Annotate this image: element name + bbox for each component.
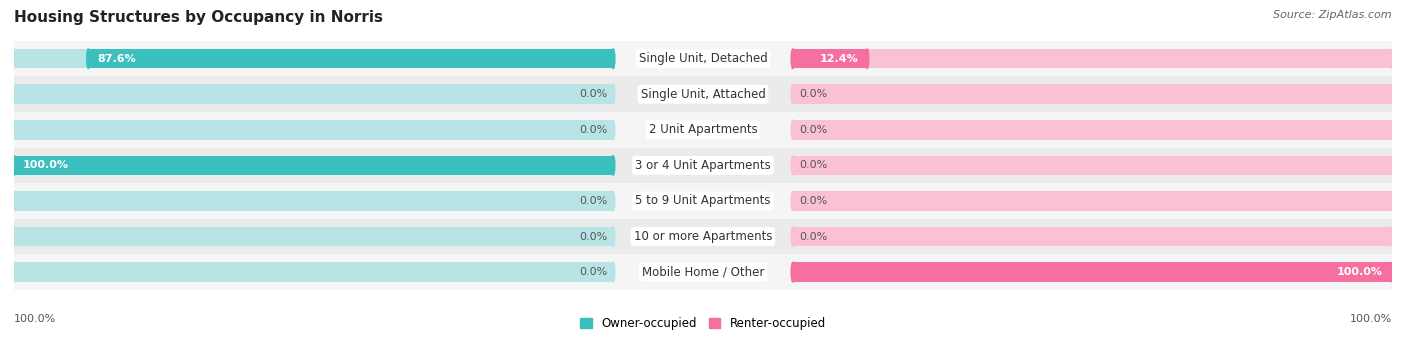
- Bar: [14, 112, 1392, 148]
- Bar: [14, 219, 1392, 254]
- Circle shape: [1391, 262, 1393, 282]
- Text: 0.0%: 0.0%: [799, 89, 827, 99]
- Bar: [793, 155, 1392, 175]
- Text: 0.0%: 0.0%: [579, 267, 607, 277]
- Bar: [793, 49, 868, 69]
- Text: 0.0%: 0.0%: [799, 125, 827, 135]
- Text: Housing Structures by Occupancy in Norris: Housing Structures by Occupancy in Norri…: [14, 10, 382, 25]
- Circle shape: [13, 85, 15, 104]
- Bar: [14, 148, 1392, 183]
- Circle shape: [612, 49, 614, 69]
- Bar: [793, 49, 1392, 69]
- Circle shape: [13, 191, 15, 211]
- Circle shape: [13, 49, 15, 69]
- Bar: [14, 227, 613, 246]
- Circle shape: [612, 191, 614, 211]
- Circle shape: [1391, 191, 1393, 211]
- Text: 10 or more Apartments: 10 or more Apartments: [634, 230, 772, 243]
- Text: Single Unit, Detached: Single Unit, Detached: [638, 52, 768, 65]
- Circle shape: [792, 155, 794, 175]
- Circle shape: [612, 155, 614, 175]
- Bar: [14, 155, 613, 175]
- Circle shape: [13, 262, 15, 282]
- Circle shape: [792, 262, 794, 282]
- Bar: [793, 85, 1392, 104]
- Text: 100.0%: 100.0%: [22, 160, 69, 170]
- Circle shape: [1391, 227, 1393, 246]
- Circle shape: [13, 155, 15, 175]
- Text: Mobile Home / Other: Mobile Home / Other: [641, 266, 765, 279]
- Bar: [14, 191, 613, 211]
- Circle shape: [866, 49, 869, 69]
- Circle shape: [612, 85, 614, 104]
- Circle shape: [13, 227, 15, 246]
- Bar: [793, 191, 1392, 211]
- Circle shape: [1391, 49, 1393, 69]
- Bar: [14, 155, 613, 175]
- Text: 0.0%: 0.0%: [799, 196, 827, 206]
- Circle shape: [792, 49, 794, 69]
- Circle shape: [612, 120, 614, 139]
- Circle shape: [792, 85, 794, 104]
- Circle shape: [612, 49, 614, 69]
- Bar: [14, 120, 613, 139]
- Legend: Owner-occupied, Renter-occupied: Owner-occupied, Renter-occupied: [575, 313, 831, 335]
- Circle shape: [612, 262, 614, 282]
- Bar: [14, 49, 613, 69]
- Text: 0.0%: 0.0%: [579, 196, 607, 206]
- Circle shape: [13, 155, 15, 175]
- Text: Single Unit, Attached: Single Unit, Attached: [641, 88, 765, 101]
- Bar: [793, 262, 1392, 282]
- Text: 0.0%: 0.0%: [579, 232, 607, 241]
- Circle shape: [612, 227, 614, 246]
- Bar: [793, 262, 1392, 282]
- Text: 100.0%: 100.0%: [1350, 314, 1392, 324]
- Bar: [14, 183, 1392, 219]
- Text: 5 to 9 Unit Apartments: 5 to 9 Unit Apartments: [636, 194, 770, 207]
- Bar: [14, 76, 1392, 112]
- Text: 3 or 4 Unit Apartments: 3 or 4 Unit Apartments: [636, 159, 770, 172]
- Bar: [14, 41, 1392, 76]
- Text: 12.4%: 12.4%: [820, 54, 858, 64]
- Circle shape: [792, 120, 794, 139]
- Text: 100.0%: 100.0%: [14, 314, 56, 324]
- Circle shape: [792, 191, 794, 211]
- Circle shape: [1391, 155, 1393, 175]
- Text: 0.0%: 0.0%: [799, 232, 827, 241]
- Bar: [14, 85, 613, 104]
- Text: 2 Unit Apartments: 2 Unit Apartments: [648, 123, 758, 136]
- Text: 100.0%: 100.0%: [1337, 267, 1384, 277]
- Text: 0.0%: 0.0%: [579, 89, 607, 99]
- Bar: [89, 49, 613, 69]
- Text: 0.0%: 0.0%: [799, 160, 827, 170]
- Text: 87.6%: 87.6%: [97, 54, 136, 64]
- Bar: [14, 262, 613, 282]
- Circle shape: [87, 49, 90, 69]
- Text: Source: ZipAtlas.com: Source: ZipAtlas.com: [1274, 10, 1392, 20]
- Circle shape: [792, 262, 794, 282]
- Circle shape: [792, 49, 794, 69]
- Bar: [793, 120, 1392, 139]
- Text: 0.0%: 0.0%: [579, 125, 607, 135]
- Circle shape: [1391, 85, 1393, 104]
- Circle shape: [612, 155, 614, 175]
- Circle shape: [1391, 120, 1393, 139]
- Circle shape: [1391, 262, 1393, 282]
- Circle shape: [13, 120, 15, 139]
- Circle shape: [792, 227, 794, 246]
- Bar: [793, 227, 1392, 246]
- Bar: [14, 254, 1392, 290]
